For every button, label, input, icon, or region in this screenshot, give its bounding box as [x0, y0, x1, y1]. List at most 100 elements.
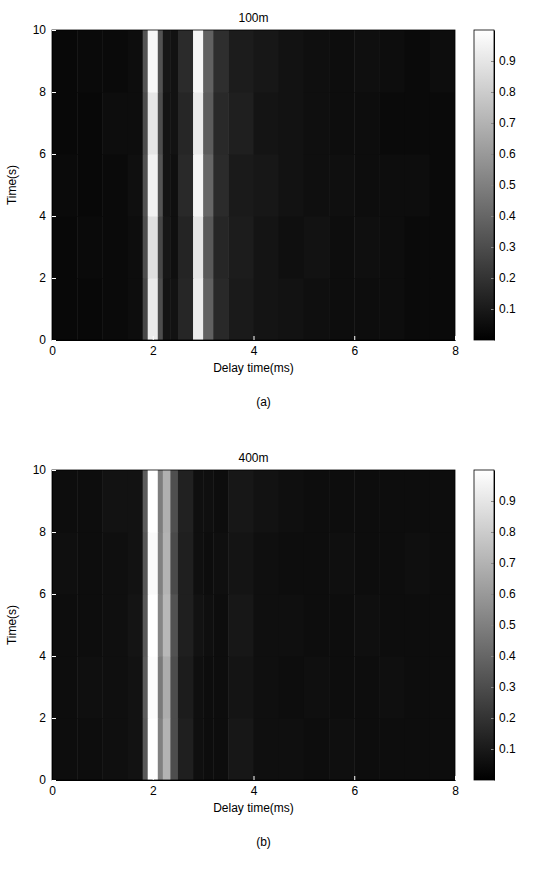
- cell: [52, 92, 78, 155]
- cell: [279, 30, 305, 93]
- colorbar-tick-label: 0.6: [499, 587, 516, 601]
- cell: [354, 532, 380, 595]
- cell: [203, 532, 214, 595]
- cell: [163, 92, 171, 155]
- cell: [254, 532, 280, 595]
- cell: [254, 154, 280, 217]
- colorbar-frame: [474, 470, 494, 780]
- x-tick: 4: [251, 776, 258, 798]
- cell: [102, 470, 128, 533]
- cell: [77, 30, 103, 93]
- cell: [143, 92, 149, 155]
- cell: [158, 470, 164, 533]
- cell: [193, 470, 204, 533]
- colorbar-tick-mark: [491, 687, 494, 688]
- y-tick-label: 2: [39, 271, 46, 285]
- x-tick-label: 0: [49, 344, 56, 358]
- x-tick: 6: [351, 336, 358, 358]
- y-tick: 2: [39, 271, 56, 285]
- cell: [379, 470, 405, 533]
- cell: [379, 656, 405, 719]
- cell: [203, 92, 214, 155]
- cell: [379, 216, 405, 279]
- y-tick-mark: [52, 718, 56, 719]
- x-tick: 2: [150, 776, 157, 798]
- cell: [228, 656, 254, 719]
- y-tick-mark: [52, 780, 56, 781]
- y-tick-mark: [52, 278, 56, 279]
- cell: [213, 154, 229, 217]
- cell: [279, 718, 305, 780]
- cell: [170, 532, 178, 595]
- colorbar-tick-mark: [491, 749, 494, 750]
- cell: [163, 656, 171, 719]
- cell: [304, 278, 330, 340]
- colorbar-gradient: [474, 30, 494, 340]
- y-tick-mark: [52, 340, 56, 341]
- cell: [77, 216, 103, 279]
- cell: [128, 92, 144, 155]
- cell: [52, 154, 78, 217]
- cell: [354, 92, 380, 155]
- cell: [178, 216, 194, 279]
- y-tick: 6: [39, 587, 56, 601]
- y-tick-label: 0: [39, 333, 46, 347]
- colorbar-tick-label: 0.3: [499, 680, 516, 694]
- cell: [304, 154, 330, 217]
- cell: [203, 216, 214, 279]
- cell: [143, 216, 149, 279]
- cell: [228, 92, 254, 155]
- caption: (b): [256, 835, 271, 849]
- x-tick-label: 8: [452, 344, 459, 358]
- cell: [228, 718, 254, 780]
- cell: [354, 718, 380, 780]
- cell: [52, 656, 78, 719]
- cell: [254, 656, 280, 719]
- cell: [329, 216, 355, 279]
- cell: [148, 718, 159, 780]
- cell: [178, 278, 194, 340]
- y-tick-label: 10: [33, 463, 47, 477]
- colorbar-tick-mark: [491, 625, 494, 626]
- colorbar-tick: 0.6: [491, 147, 516, 161]
- cell: [128, 594, 144, 657]
- colorbar: 0.10.20.30.40.50.60.70.80.9: [474, 470, 516, 781]
- cell: [148, 656, 159, 719]
- colorbar-tick: 0.6: [491, 587, 516, 601]
- cell: [254, 278, 280, 340]
- cell: [254, 92, 280, 155]
- cell: [203, 470, 214, 533]
- cell: [329, 532, 355, 595]
- cell: [52, 216, 78, 279]
- cell: [228, 470, 254, 533]
- cell: [379, 30, 405, 93]
- cell: [170, 656, 178, 719]
- colorbar-tick-mark: [491, 594, 494, 595]
- x-tick: 2: [150, 336, 157, 358]
- colorbar-tick-mark: [491, 532, 494, 533]
- cell: [354, 656, 380, 719]
- y-tick: 10: [33, 463, 56, 477]
- x-tick-mark: [254, 336, 255, 340]
- cell: [405, 216, 431, 279]
- cell: [405, 92, 431, 155]
- title: 400m: [238, 451, 268, 465]
- cell: [170, 154, 178, 217]
- cell: [52, 718, 78, 780]
- y-tick: 8: [39, 525, 56, 539]
- cells: [52, 470, 455, 780]
- cell: [143, 718, 149, 780]
- cell: [170, 30, 178, 93]
- cell: [148, 278, 159, 340]
- y-tick-label: 8: [39, 525, 46, 539]
- cell: [193, 30, 204, 93]
- cell: [329, 470, 355, 533]
- cell: [178, 718, 194, 780]
- colorbar-tick-label: 0.7: [499, 116, 516, 130]
- x-tick-label: 8: [452, 784, 459, 798]
- colorbar-tick: 0.9: [491, 494, 516, 508]
- x-tick: 4: [251, 336, 258, 358]
- cell: [148, 216, 159, 279]
- colorbar-tick-mark: [491, 656, 494, 657]
- cell: [193, 594, 204, 657]
